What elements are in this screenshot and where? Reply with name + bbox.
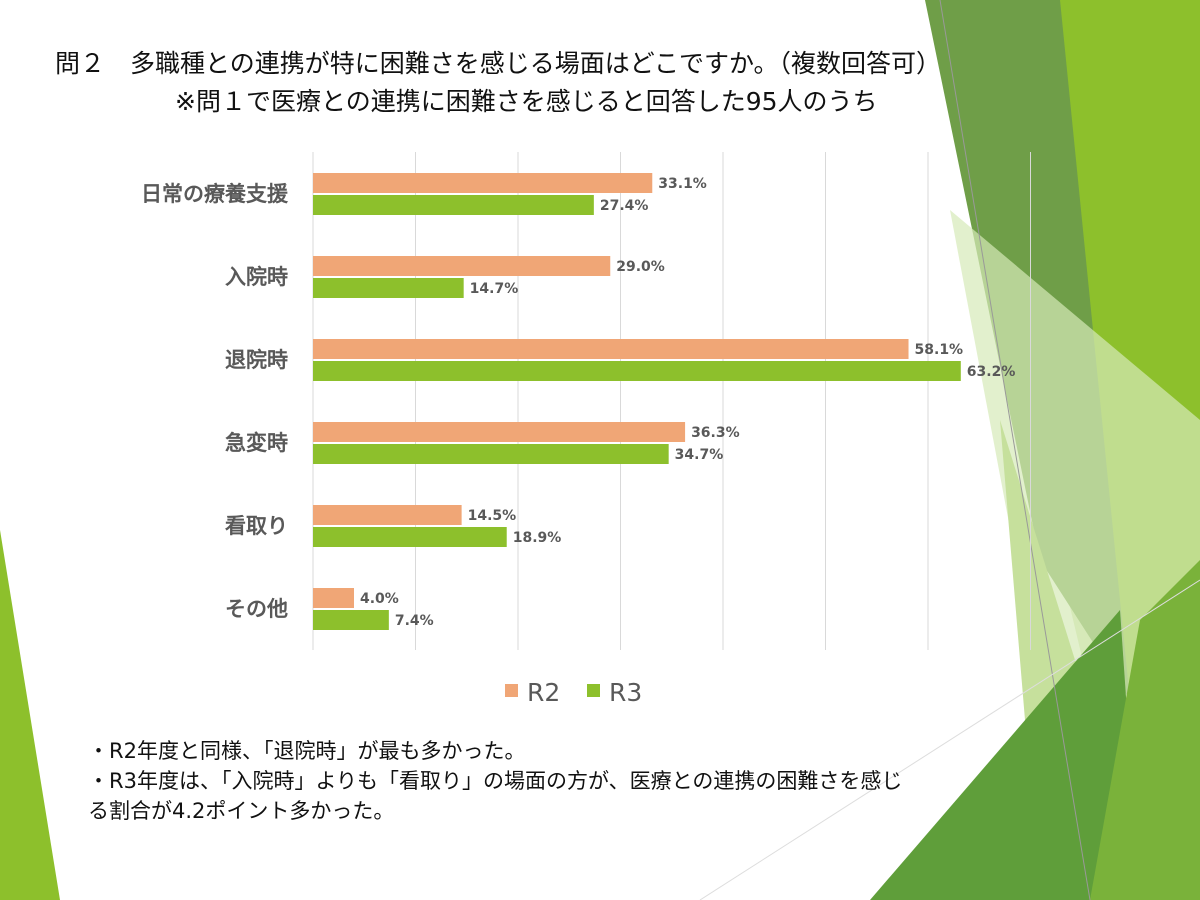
data-label: 14.5% bbox=[468, 508, 517, 524]
note-2: ・R3年度は、「入院時」よりも「看取り」の場面の方が、医療との連携の困難さを感じ bbox=[88, 769, 903, 793]
category-label: 日常の療養支援 bbox=[141, 182, 289, 206]
bar-r2 bbox=[313, 588, 354, 608]
category-label: 入院時 bbox=[225, 265, 288, 289]
chart-subtitle: ※問１で医療との連携に困難さを感じると回答した95人のうち bbox=[175, 87, 878, 116]
note-3: る割合が4.2ポイント多かった。 bbox=[88, 799, 395, 823]
data-label: 14.7% bbox=[470, 281, 519, 297]
bar-r2 bbox=[313, 505, 462, 525]
category-label: 急変時 bbox=[225, 431, 288, 455]
bar-r2 bbox=[313, 422, 686, 442]
bar-r3 bbox=[313, 361, 961, 381]
legend-swatch-r2 bbox=[505, 684, 518, 697]
data-label: 58.1% bbox=[915, 342, 964, 358]
bar-r3 bbox=[313, 444, 669, 464]
data-label: 34.7% bbox=[675, 447, 724, 463]
legend-label-r3: R3 bbox=[609, 678, 642, 707]
legend-label-r2: R2 bbox=[527, 678, 560, 707]
category-label: その他 bbox=[225, 597, 288, 621]
data-label: 7.4% bbox=[395, 613, 434, 629]
bar-r2 bbox=[313, 256, 611, 276]
data-label: 18.9% bbox=[513, 530, 562, 546]
data-label: 63.2% bbox=[967, 364, 1016, 380]
bar-r3 bbox=[313, 278, 464, 298]
note-1: ・R2年度と同様、「退院時」が最も多かった。 bbox=[88, 739, 526, 763]
legend-swatch-r3 bbox=[587, 684, 600, 697]
bar-r3 bbox=[313, 195, 594, 215]
chart-title: 問２ 多職種との連携が特に困難さを感じる場面はどこですか。（複数回答可） bbox=[55, 49, 942, 78]
bar-r3 bbox=[313, 527, 507, 547]
category-label: 看取り bbox=[225, 514, 288, 538]
data-label: 33.1% bbox=[658, 176, 707, 192]
data-label: 29.0% bbox=[616, 259, 665, 275]
data-label: 36.3% bbox=[691, 425, 740, 441]
bar-r2 bbox=[313, 339, 909, 359]
notes: ・R2年度と同様、「退院時」が最も多かった。 ・R3年度は、「入院時」よりも「看… bbox=[88, 736, 902, 826]
category-label: 退院時 bbox=[225, 348, 288, 372]
data-label: 27.4% bbox=[600, 198, 649, 214]
bar-r2 bbox=[313, 173, 653, 193]
bar-r3 bbox=[313, 610, 389, 630]
data-label: 4.0% bbox=[360, 591, 399, 607]
